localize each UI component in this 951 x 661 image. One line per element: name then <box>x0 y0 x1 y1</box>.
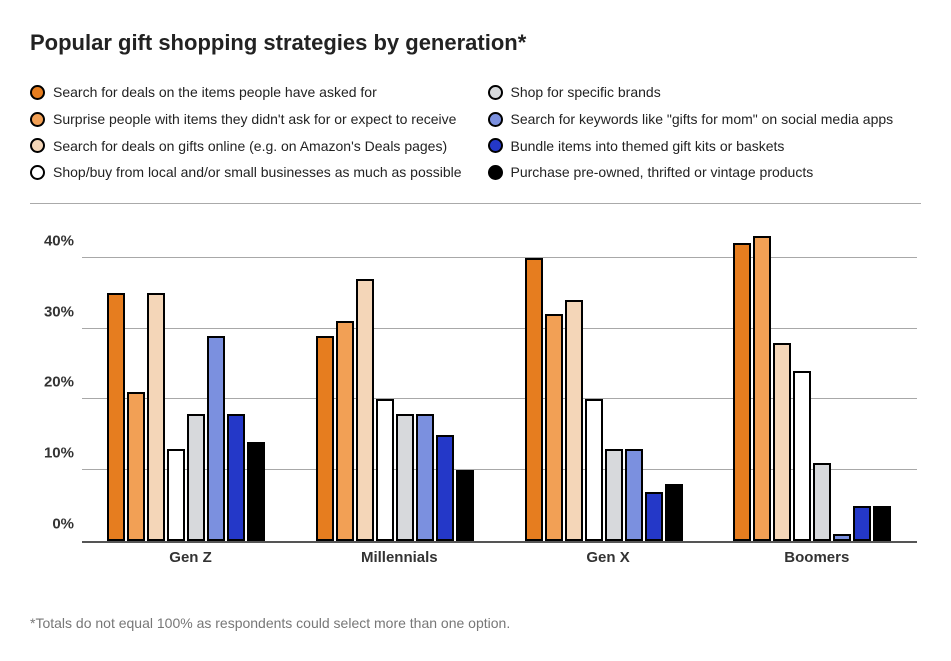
plot-area: 0%10%20%30%40%Gen ZMillennialsGen XBoome… <box>82 222 917 543</box>
legend-swatch <box>488 85 503 100</box>
y-axis-label: 0% <box>30 516 74 533</box>
x-axis-label: Gen X <box>586 549 629 566</box>
bar <box>436 435 454 541</box>
bar-group: Gen Z <box>107 222 274 541</box>
legend-label: Bundle items into themed gift kits or ba… <box>511 138 785 155</box>
x-axis-label: Boomers <box>784 549 849 566</box>
bar <box>833 534 851 541</box>
bar <box>456 470 474 541</box>
chart-title: Popular gift shopping strategies by gene… <box>30 30 921 56</box>
legend-label: Search for keywords like "gifts for mom"… <box>511 111 894 128</box>
bar <box>873 506 891 541</box>
bar <box>733 243 751 541</box>
chart-area: 0%10%20%30%40%Gen ZMillennialsGen XBoome… <box>30 203 921 573</box>
legend-swatch <box>488 165 503 180</box>
bar <box>585 399 603 541</box>
bar <box>316 336 334 542</box>
legend-swatch <box>488 112 503 127</box>
bar <box>813 463 831 541</box>
legend-label: Search for deals on the items people hav… <box>53 84 377 101</box>
bar <box>625 449 643 541</box>
bar <box>227 414 245 542</box>
legend-label: Purchase pre-owned, thrifted or vintage … <box>511 164 814 181</box>
bar <box>525 258 543 542</box>
bar <box>565 300 583 541</box>
bar <box>605 449 623 541</box>
legend-label: Surprise people with items they didn't a… <box>53 111 456 128</box>
y-axis-label: 10% <box>30 445 74 462</box>
bar <box>147 293 165 541</box>
bar <box>167 449 185 541</box>
x-axis-label: Millennials <box>361 549 438 566</box>
bar <box>665 484 683 541</box>
bar <box>853 506 871 541</box>
bar-group: Millennials <box>316 222 483 541</box>
bar <box>187 414 205 542</box>
bar <box>336 321 354 541</box>
bar <box>793 371 811 541</box>
bar <box>645 492 663 542</box>
legend-label: Search for deals on gifts online (e.g. o… <box>53 138 447 155</box>
legend-item: Shop for specific brands <box>488 84 922 101</box>
legend: Search for deals on the items people hav… <box>30 84 921 181</box>
y-axis-label: 20% <box>30 374 74 391</box>
bar <box>207 336 225 542</box>
bar <box>376 399 394 541</box>
footnote: *Totals do not equal 100% as respondents… <box>30 615 921 631</box>
legend-item: Search for keywords like "gifts for mom"… <box>488 111 922 128</box>
legend-item: Purchase pre-owned, thrifted or vintage … <box>488 164 922 181</box>
bar-group: Boomers <box>733 222 900 541</box>
bar <box>416 414 434 542</box>
legend-item: Surprise people with items they didn't a… <box>30 111 464 128</box>
legend-swatch <box>30 165 45 180</box>
bar <box>545 314 563 541</box>
bar <box>396 414 414 542</box>
legend-label: Shop for specific brands <box>511 84 661 101</box>
bar <box>753 236 771 541</box>
legend-item: Search for deals on gifts online (e.g. o… <box>30 138 464 155</box>
legend-swatch <box>30 138 45 153</box>
legend-item: Search for deals on the items people hav… <box>30 84 464 101</box>
bar <box>247 442 265 541</box>
y-axis-label: 30% <box>30 303 74 320</box>
legend-item: Shop/buy from local and/or small busines… <box>30 164 464 181</box>
legend-label: Shop/buy from local and/or small busines… <box>53 164 462 181</box>
y-axis-label: 40% <box>30 232 74 249</box>
bar <box>107 293 125 541</box>
legend-swatch <box>30 112 45 127</box>
legend-item: Bundle items into themed gift kits or ba… <box>488 138 922 155</box>
x-axis-label: Gen Z <box>169 549 212 566</box>
bar <box>127 392 145 541</box>
bar <box>773 343 791 541</box>
legend-swatch <box>30 85 45 100</box>
bar <box>356 279 374 541</box>
legend-swatch <box>488 138 503 153</box>
bar-group: Gen X <box>525 222 692 541</box>
